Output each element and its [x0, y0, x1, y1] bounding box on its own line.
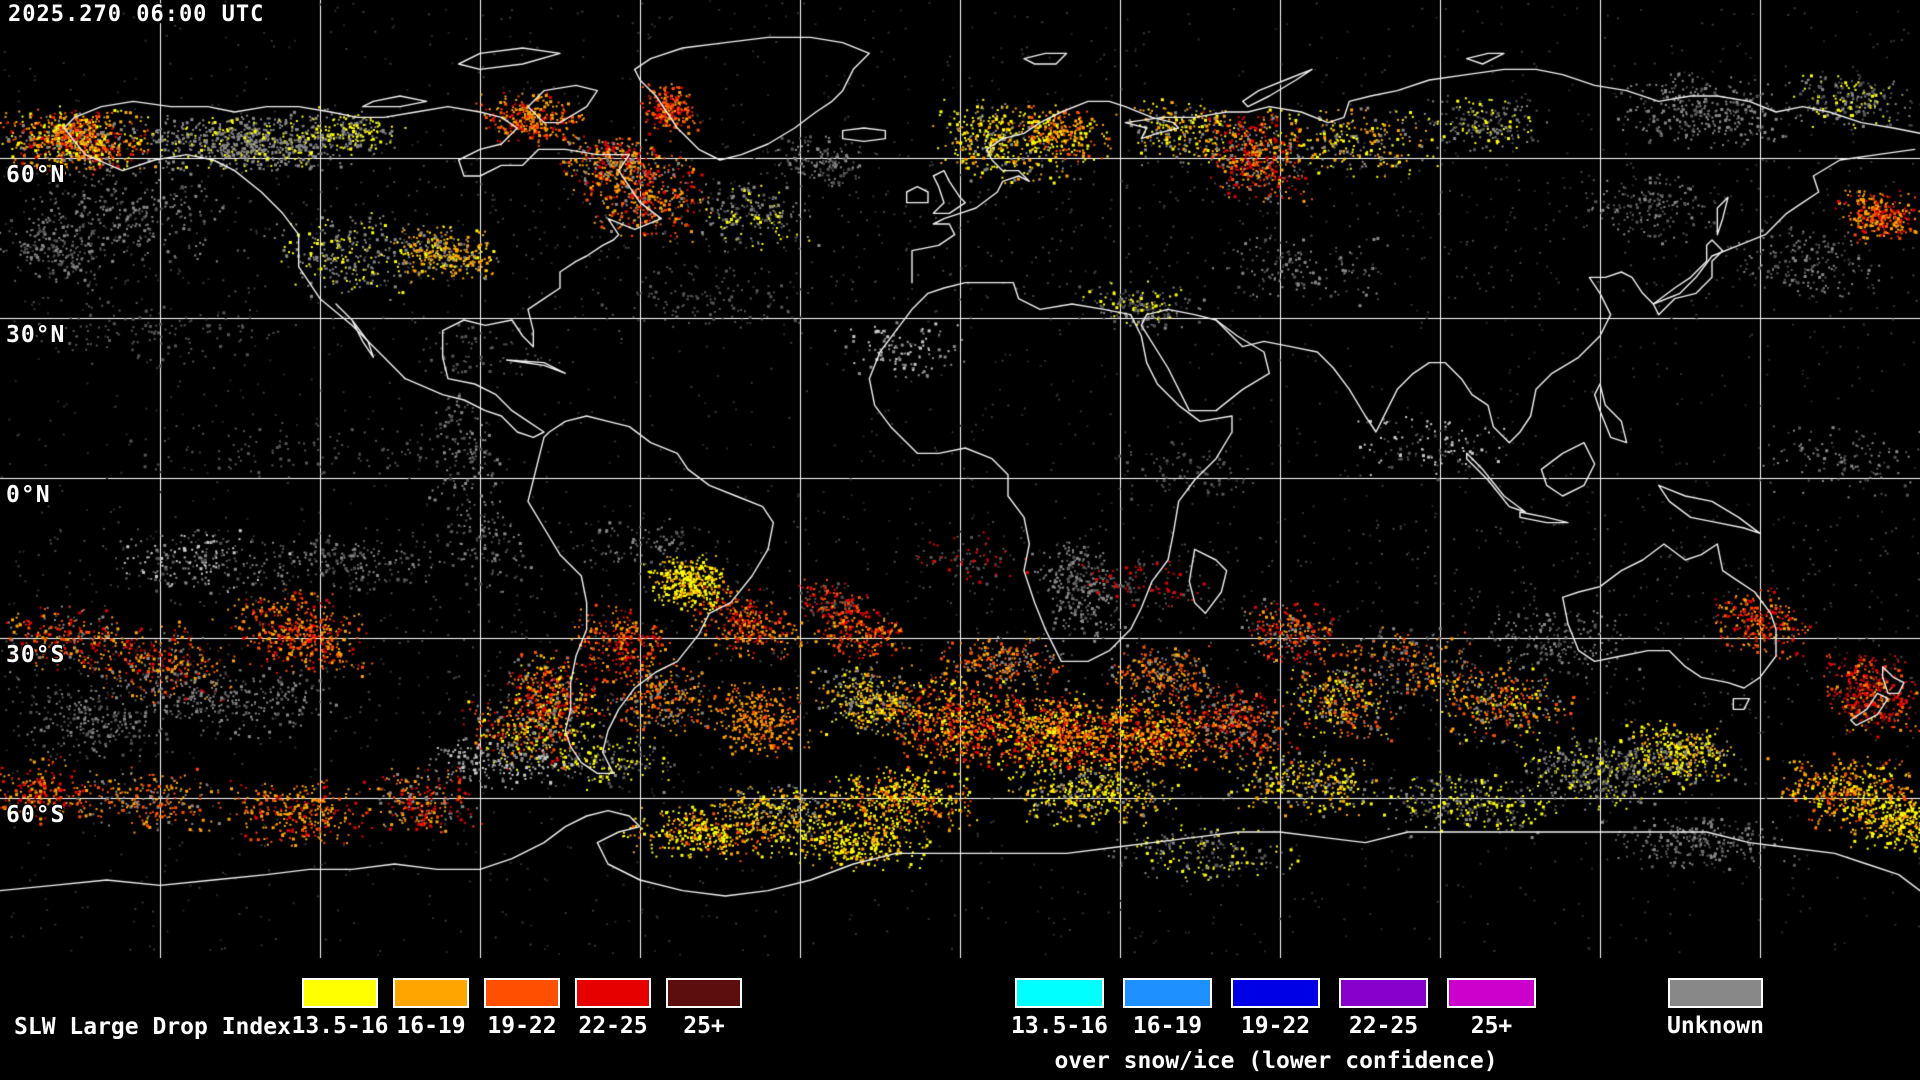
legend-snowice-label: 22-25 [1348, 1013, 1419, 1039]
legend-snowice-swatch [1339, 978, 1428, 1008]
legend-standard-swatch [666, 978, 742, 1008]
legend-snowice-swatch [1015, 978, 1104, 1008]
legend-standard-label: 22-25 [578, 1013, 648, 1039]
legend-standard-item: 13.5-16 [292, 978, 388, 1038]
legend-snowice-label: 19-22 [1240, 1013, 1311, 1039]
legend-standard-swatch [484, 978, 560, 1008]
legend-swatch-unknown [1668, 978, 1763, 1008]
legend-snowice-label: 25+ [1470, 1013, 1513, 1039]
legend-unknown: Unknown [1667, 978, 1764, 1039]
latitude-label-60n: 60°N [6, 162, 66, 188]
latitude-label-30n: 30°N [6, 322, 66, 348]
legend-standard-label: 13.5-16 [291, 1013, 389, 1039]
timestamp: 2025.270 06:00 UTC [8, 2, 265, 27]
legend-snowice-label: 16-19 [1132, 1013, 1203, 1039]
legend-standard-label: 16-19 [396, 1013, 466, 1039]
legend-snowice-item: 22-25 [1339, 978, 1428, 1038]
legend-snowice-swatch [1231, 978, 1320, 1008]
legend-caption-snow-ice: over snow/ice (lower confidence) [1054, 1048, 1498, 1074]
legend-standard-swatch [302, 978, 378, 1008]
legend-unknown-label: Unknown [1667, 1013, 1764, 1039]
legend-group-standard: 13.5-16 16-19 19-22 22-25 25+ [292, 978, 742, 1038]
world-map-canvas [0, 0, 1920, 960]
latitude-label-60s: 60°S [6, 802, 66, 828]
legend-title: SLW Large Drop Index [14, 1014, 291, 1040]
legend-standard-label: 25+ [683, 1013, 725, 1039]
legend-snowice-swatch [1447, 978, 1536, 1008]
legend-snowice-item: 13.5-16 [1011, 978, 1108, 1038]
latitude-label-30s: 30°S [6, 642, 66, 668]
legend-standard-swatch [575, 978, 651, 1008]
latitude-label-0n: 0°N [6, 482, 51, 508]
legend-snowice-item: 19-22 [1231, 978, 1320, 1038]
legend-standard-item: 19-22 [484, 978, 560, 1038]
legend-standard-item: 16-19 [393, 978, 469, 1038]
legend-snowice-item: 16-19 [1123, 978, 1212, 1038]
legend-standard-label: 19-22 [487, 1013, 557, 1039]
legend-standard-swatch [393, 978, 469, 1008]
legend-snowice-swatch [1123, 978, 1212, 1008]
legend-standard-item: 25+ [666, 978, 742, 1038]
legend-snowice-item: 25+ [1447, 978, 1536, 1038]
legend-group-snow-ice: 13.5-16 16-19 19-22 22-25 25+ [1011, 978, 1536, 1038]
legend-snowice-label: 13.5-16 [1011, 1013, 1108, 1039]
legend-standard-item: 22-25 [575, 978, 651, 1038]
